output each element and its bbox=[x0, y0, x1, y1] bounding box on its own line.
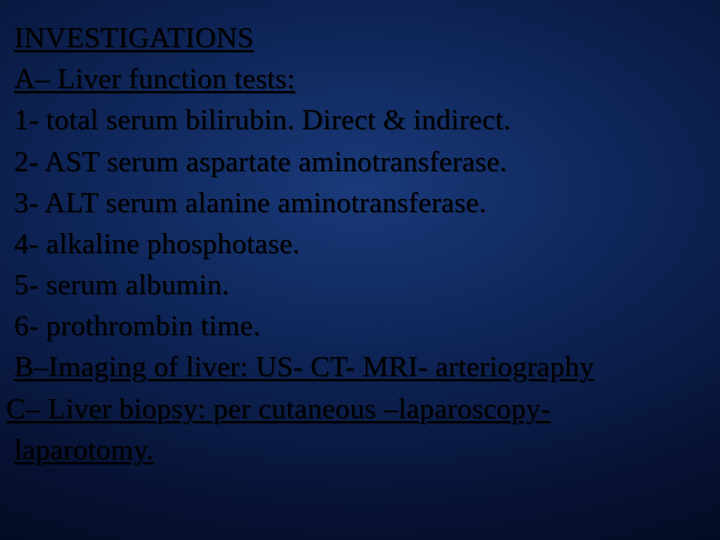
item-3: 3- ALT serum alanine aminotransferase. bbox=[14, 183, 710, 224]
item-1: 1- total serum bilirubin. Direct & indir… bbox=[14, 100, 710, 141]
section-c-line1: C– Liver biopsy: per cutaneous –laparosc… bbox=[6, 393, 550, 425]
section-c-line2: laparotomy. bbox=[14, 434, 154, 466]
slide-title: INVESTIGATIONS bbox=[14, 22, 254, 54]
section-a-heading: A– Liver function tests: bbox=[14, 63, 295, 95]
section-b: B–Imaging of liver: US- CT- MRI- arterio… bbox=[14, 351, 594, 383]
item-6: 6- prothrombin time. bbox=[14, 306, 710, 347]
item-4: 4- alkaline phosphotase. bbox=[14, 224, 710, 265]
item-2: 2- AST serum aspartate aminotransferase. bbox=[14, 142, 710, 183]
item-5: 5- serum albumin. bbox=[14, 265, 710, 306]
